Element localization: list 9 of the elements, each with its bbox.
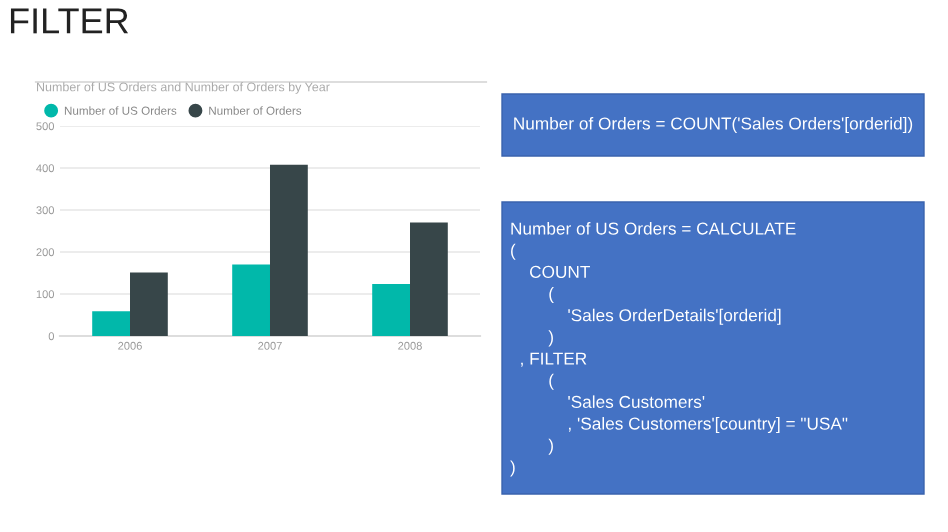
text: FILTER <box>10 8 129 34</box>
bar <box>130 272 168 336</box>
bar <box>372 283 410 336</box>
text: Number of US Orders = CALCULATE ( COUNT ( 'Sales OrderDetails'[orderid] ) , FILTER ( 'Sales Customers' , 'Sales Customers'[country] = "USA" ) ) <box>510 222 848 477</box>
text: Number of Orders = COUNT('Sales Orders'[orderid]) <box>514 116 913 134</box>
bar <box>92 311 130 336</box>
bar <box>410 222 448 336</box>
bar <box>232 264 270 336</box>
bar <box>270 164 308 336</box>
